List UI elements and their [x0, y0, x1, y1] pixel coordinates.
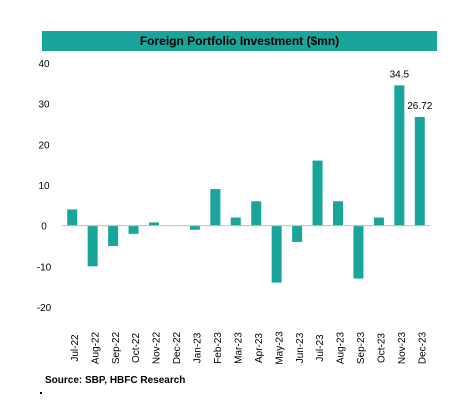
x-tick-label: Nov-22: [152, 331, 163, 364]
bar: [353, 225, 364, 279]
bar: [271, 225, 282, 283]
x-tick-label: May-23: [274, 331, 285, 365]
y-tick-label: 30: [38, 100, 50, 111]
bar: [189, 225, 200, 230]
x-tick-label: Jan-23: [193, 332, 204, 363]
x-tick-label: Mar-23: [233, 332, 244, 364]
bar: [210, 189, 221, 226]
data-labels: 34.5 26.72: [390, 69, 433, 112]
y-tick-label: -10: [37, 262, 52, 273]
bar: [333, 201, 343, 226]
x-tick-label: Oct-22: [131, 333, 142, 363]
x-tick-label: Oct-23: [377, 333, 388, 363]
x-tick-label: Nov-23: [397, 331, 408, 364]
bullet-dot: [40, 392, 42, 394]
data-label: 34.5: [390, 69, 410, 80]
bar: [87, 225, 98, 267]
y-tick-label: 20: [38, 140, 50, 151]
y-axis: 40 30 20 10 0 -10 -20: [37, 59, 52, 314]
bar: [67, 209, 78, 226]
bar: [414, 117, 425, 226]
y-tick-label: 0: [41, 222, 47, 233]
x-tick-label: Aug-22: [90, 331, 101, 364]
data-label: 26.72: [407, 101, 432, 112]
y-tick-label: 10: [38, 181, 50, 192]
source-note: Source: SBP, HBFC Research: [45, 375, 186, 386]
bar: [373, 217, 384, 226]
chart-title-bar: Foreign Portfolio Investment ($mn): [42, 31, 437, 51]
x-tick-label: Sep-22: [111, 331, 122, 364]
chart-title: Foreign Portfolio Investment ($mn): [139, 34, 340, 48]
bar: [312, 160, 323, 226]
bar: [108, 225, 119, 246]
bar: [149, 222, 159, 226]
x-tick-label: Dec-23: [417, 331, 428, 364]
bar: [230, 217, 241, 226]
x-tick-label: Jul-23: [315, 334, 326, 362]
x-tick-label: Jun-23: [295, 332, 306, 363]
y-tick-label: -20: [37, 303, 52, 314]
y-tick-label: 40: [38, 59, 50, 70]
x-axis: Jul-22 Aug-22 Sep-22 Oct-22 Nov-22 Dec-22 Jan-…: [70, 331, 429, 365]
bar: [292, 225, 303, 242]
x-tick-label: Sep-23: [356, 331, 367, 364]
x-tick-label: Dec-22: [172, 331, 183, 364]
x-tick-label: Aug-23: [336, 331, 347, 364]
bar: [394, 85, 405, 226]
x-tick-label: Apr-23: [254, 333, 265, 363]
x-tick-label: Jul-22: [70, 334, 81, 362]
bar: [251, 201, 262, 226]
bar-series: [67, 85, 425, 283]
x-tick-label: Feb-23: [213, 332, 224, 364]
bar: [128, 225, 139, 234]
